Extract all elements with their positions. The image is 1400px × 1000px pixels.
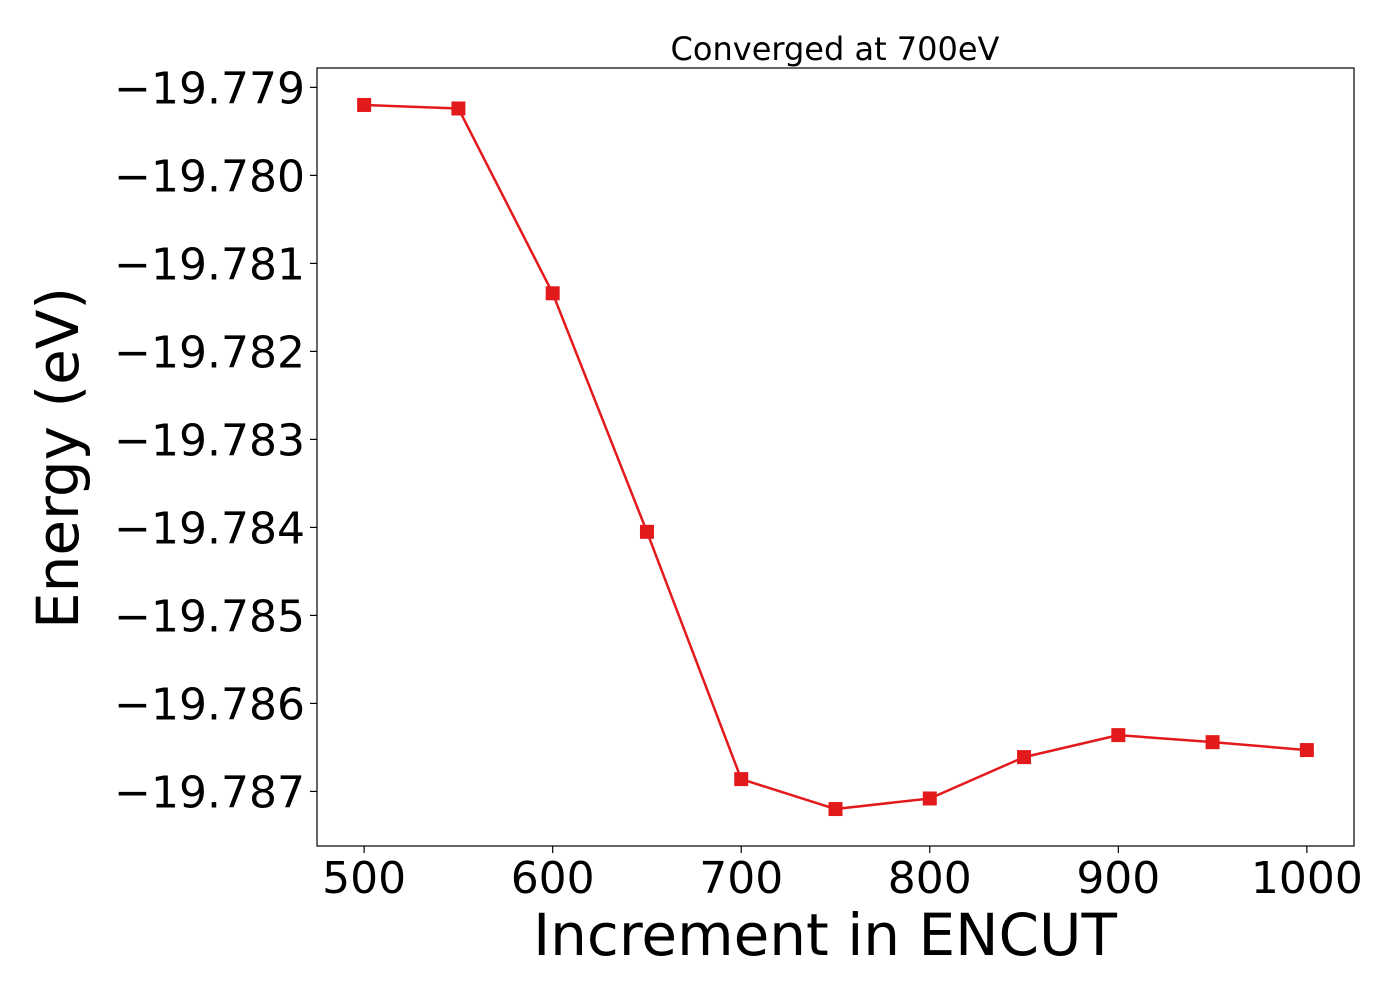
series-layer <box>357 97 1314 817</box>
plot-area <box>316 67 1355 847</box>
y-axis-label: Energy (eV) <box>24 287 92 629</box>
data-point-marker <box>1017 750 1032 765</box>
chart-title: Converged at 700eV <box>671 30 1000 68</box>
y-tick-label: −19.786 <box>114 679 305 730</box>
x-tick-label: 600 <box>511 853 595 904</box>
x-tick-label: 800 <box>888 853 972 904</box>
x-tick-label: 700 <box>699 853 783 904</box>
series-line <box>364 103 1307 811</box>
x-axis-label: Increment in ENCUT <box>533 901 1117 969</box>
y-tick-label: −19.783 <box>114 415 305 466</box>
y-tick-label: −19.787 <box>114 767 305 818</box>
y-tick-label: −19.784 <box>114 503 305 554</box>
x-tick-label: 1000 <box>1251 853 1363 904</box>
x-tick-label: 900 <box>1076 853 1160 904</box>
data-point-marker <box>639 524 654 539</box>
x-axis: 500 600 700 800 900 1000 <box>322 846 1363 904</box>
data-point-marker <box>451 101 466 116</box>
y-tick-label: −19.781 <box>114 239 305 290</box>
y-tick-label: −19.779 <box>114 63 305 114</box>
data-point-marker <box>1299 743 1314 758</box>
x-tick-label: 500 <box>322 853 406 904</box>
data-point-marker <box>1205 735 1220 750</box>
plot-frame <box>316 67 1355 847</box>
data-point-marker <box>1111 728 1126 743</box>
data-point-marker <box>734 772 749 787</box>
y-tick-label: −19.780 <box>114 151 305 202</box>
data-point-marker <box>357 97 372 112</box>
y-axis: −19.779 −19.780 −19.781 −19.782 −19.783 −19.7… <box>114 63 317 818</box>
y-tick-label: −19.782 <box>114 327 305 378</box>
data-point-marker <box>828 802 843 817</box>
y-tick-label: −19.785 <box>114 591 305 642</box>
data-point-marker <box>922 791 937 806</box>
data-point-marker <box>545 286 560 301</box>
